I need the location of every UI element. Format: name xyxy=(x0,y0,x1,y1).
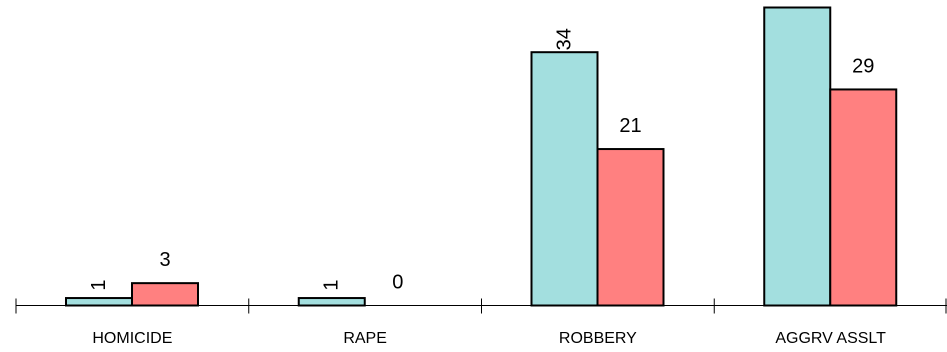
value-label-robbery-series-1: 34 xyxy=(554,28,576,50)
bar-homicide-series-2 xyxy=(132,283,198,305)
bar-rape-series-1 xyxy=(299,298,365,305)
tick-label-aggrv-asslt: AGGRV ASSLT xyxy=(775,330,886,347)
bar-aggrv-asslt-series-1 xyxy=(764,8,830,306)
value-label-aggrv-asslt-series-2: 29 xyxy=(852,55,874,77)
value-label-rape-series-2: 0 xyxy=(392,272,403,294)
value-label-homicide-series-2: 3 xyxy=(159,249,170,271)
bar-homicide-series-1 xyxy=(66,298,132,305)
bars-layer xyxy=(66,8,896,306)
value-label-robbery-series-2: 21 xyxy=(619,115,641,137)
bar-aggrv-asslt-series-2 xyxy=(830,89,896,305)
value-label-rape-series-1: 1 xyxy=(321,279,343,290)
tick-label-robbery: ROBBERY xyxy=(559,330,637,347)
value-label-homicide-series-1: 1 xyxy=(88,279,110,290)
tick-label-rape: RAPE xyxy=(343,330,387,347)
bar-robbery-series-1 xyxy=(532,52,598,305)
bar-robbery-series-2 xyxy=(598,149,664,305)
tick-label-homicide: HOMICIDE xyxy=(92,330,172,347)
